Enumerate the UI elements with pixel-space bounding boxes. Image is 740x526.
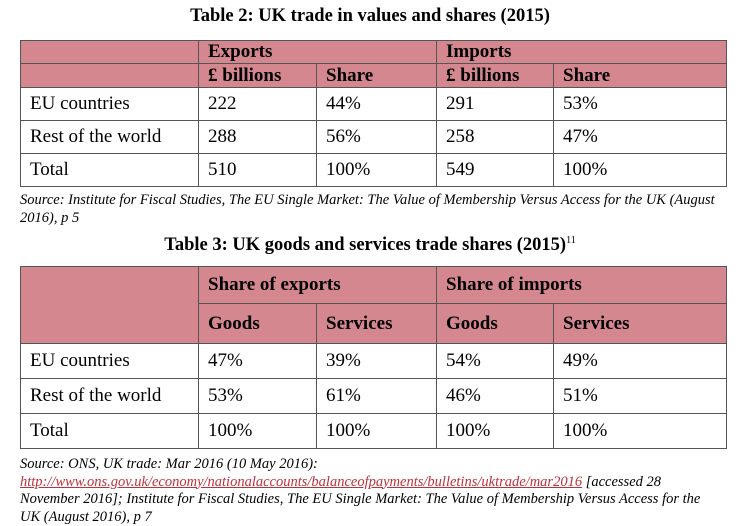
header-blank <box>20 63 199 88</box>
group-header-exports: Share of exports <box>197 266 438 304</box>
group-header-imports: Imports <box>435 40 728 64</box>
sub-header: Share <box>316 63 437 88</box>
cell: 100% <box>552 153 728 187</box>
cell: 291 <box>436 87 554 121</box>
table2: Exports Imports £ billions Share £ billi… <box>20 40 728 187</box>
cell: 46% <box>436 378 555 414</box>
sub-header: Goods <box>436 303 555 344</box>
table3-source: Source: ONS, UK trade: Mar 2016 (10 May … <box>20 456 720 526</box>
cell: 47% <box>198 343 317 379</box>
table2-source: Source: Institute for Fiscal Studies, Th… <box>20 192 715 226</box>
row-label: Total <box>20 413 199 449</box>
header-blank <box>20 266 199 344</box>
cell: 44% <box>316 87 437 121</box>
row-label: Rest of the world <box>20 120 199 154</box>
footnote-ref: 11 <box>566 235 576 246</box>
table3-title-text: Table 3: UK goods and services trade sha… <box>164 235 567 256</box>
sub-header: £ billions <box>198 63 317 88</box>
cell: 100% <box>553 413 728 449</box>
sub-header: £ billions <box>436 63 554 88</box>
table-row: EU countries 47% 39% 54% 49% <box>20 343 728 379</box>
cell: 49% <box>553 343 728 379</box>
cell: 100% <box>315 413 438 449</box>
cell: 56% <box>316 120 437 154</box>
row-label: EU countries <box>20 343 199 379</box>
group-header-exports: Exports <box>198 40 437 64</box>
cell: 51% <box>553 378 728 414</box>
row-label: EU countries <box>20 87 199 121</box>
cell: 47% <box>552 120 728 154</box>
table-row: EU countries 222 44% 291 53% <box>20 87 728 121</box>
source-text: Source: ONS, UK trade: Mar 2016 (10 May … <box>20 456 318 472</box>
cell: 258 <box>436 120 554 154</box>
cell: 100% <box>316 153 437 187</box>
cell: 288 <box>198 120 317 154</box>
cell: 39% <box>315 343 438 379</box>
table-row: Rest of the world 53% 61% 46% 51% <box>20 378 728 414</box>
ons-link[interactable]: http://www.ons.gov.uk/economy/nationalac… <box>20 473 583 490</box>
table-row: Total 510 100% 549 100% <box>20 153 728 187</box>
table-row: Total 100% 100% 100% 100% <box>20 413 728 449</box>
row-label: Rest of the world <box>20 378 199 414</box>
cell: 222 <box>198 87 317 121</box>
sub-header: Share <box>552 63 728 88</box>
sub-header: Services <box>315 303 438 344</box>
cell: 549 <box>436 153 554 187</box>
cell: 61% <box>315 378 438 414</box>
cell: 54% <box>436 343 555 379</box>
cell: 53% <box>552 87 728 121</box>
row-label: Total <box>20 153 199 187</box>
cell: 53% <box>198 378 317 414</box>
table3: Share of exports Share of imports Goods … <box>20 266 728 449</box>
source-text: [accessed 28 November 2016]; Institute f… <box>20 473 701 525</box>
sub-header: Services <box>553 303 728 344</box>
cell: 100% <box>198 413 317 449</box>
group-header-imports: Share of imports <box>436 266 728 304</box>
cell: 510 <box>198 153 317 187</box>
table3-title: Table 3: UK goods and services trade sha… <box>0 235 740 256</box>
table2-title: Table 2: UK trade in values and shares (… <box>190 6 550 26</box>
sub-header: Goods <box>198 303 317 344</box>
cell: 100% <box>436 413 555 449</box>
header-blank <box>20 40 199 64</box>
table-row: Rest of the world 288 56% 258 47% <box>20 120 728 154</box>
